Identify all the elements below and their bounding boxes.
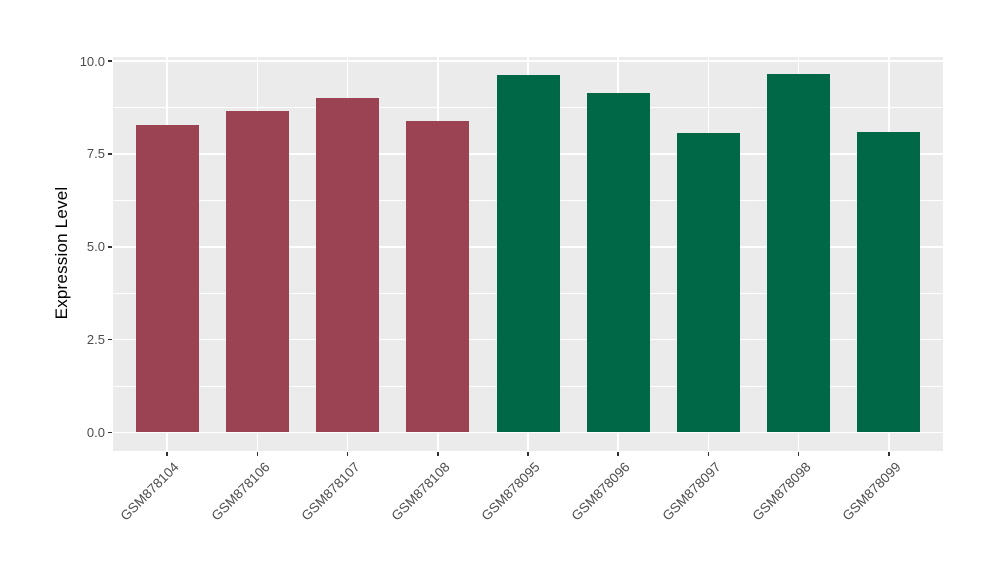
- x-tick-label-GSM878104: GSM878104: [117, 459, 183, 524]
- y-tick-mark-0: [108, 431, 112, 434]
- x-tick-label-GSM878099: GSM878099: [839, 459, 904, 524]
- y-tick-mark-10: [108, 60, 112, 62]
- y-tick-mark-5: [108, 246, 112, 248]
- bar-GSM878096: [586, 92, 650, 433]
- x-tick-mark-GSM878106: [256, 452, 259, 456]
- x-tick-mark-GSM878104: [166, 452, 168, 456]
- y-tick-label-10: 10.0: [79, 53, 105, 69]
- x-tick-mark-GSM878108: [437, 452, 439, 456]
- y-tick-label-7.5: 7.5: [86, 146, 105, 162]
- plot-panel: [113, 57, 943, 451]
- x-tick-label-GSM878106: GSM878106: [208, 459, 273, 524]
- y-tick-label-2.5: 2.5: [86, 332, 105, 348]
- x-tick-label-GSM878097: GSM878097: [659, 459, 724, 524]
- bar-GSM878106: [225, 111, 289, 433]
- x-tick-label-GSM878095: GSM878095: [478, 459, 543, 524]
- x-tick-mark-GSM878098: [797, 452, 800, 456]
- bar-GSM878104: [135, 124, 199, 433]
- y-tick-mark-2.5: [108, 338, 112, 341]
- x-tick-mark-GSM878097: [707, 452, 710, 456]
- y-tick-mark-7.5: [108, 153, 112, 155]
- bar-GSM878107: [316, 98, 380, 433]
- x-tick-label-GSM878107: GSM878107: [298, 459, 363, 524]
- bar-GSM878108: [406, 121, 470, 433]
- y-tick-label-0: 0.0: [86, 425, 105, 440]
- bar-GSM878095: [496, 75, 560, 433]
- x-tick-mark-GSM878107: [346, 452, 349, 456]
- bar-GSM878098: [767, 74, 831, 433]
- bar-GSM878099: [857, 131, 921, 433]
- x-tick-mark-GSM878096: [617, 452, 619, 456]
- x-tick-mark-GSM878099: [888, 452, 890, 456]
- x-tick-label-GSM878096: GSM878096: [568, 459, 634, 524]
- x-tick-label-GSM878108: GSM878108: [388, 459, 453, 524]
- y-tick-label-5: 5.0: [86, 239, 105, 255]
- x-tick-mark-GSM878095: [527, 452, 529, 456]
- bar-GSM878097: [676, 133, 740, 433]
- x-tick-label-GSM878098: GSM878098: [749, 459, 814, 524]
